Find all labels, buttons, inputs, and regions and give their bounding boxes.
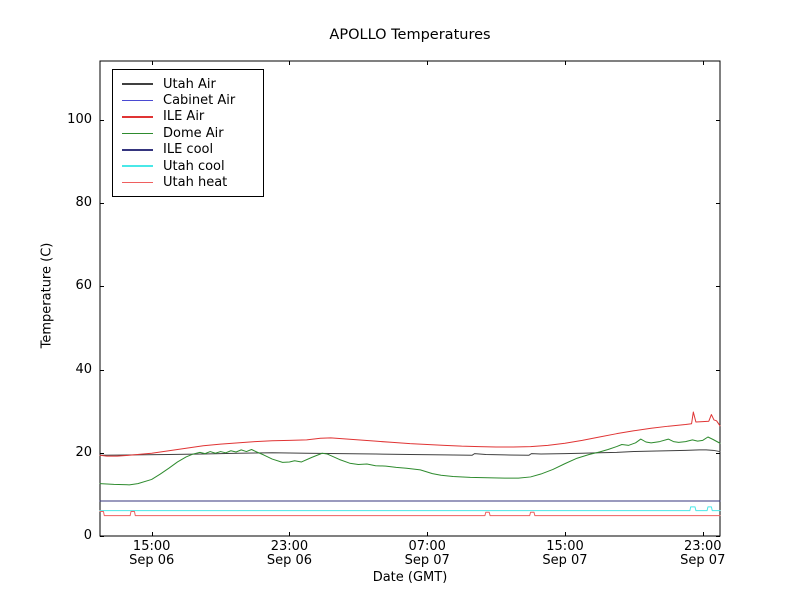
x-tick-time: 23:00	[270, 539, 309, 554]
y-tick-label: 80	[75, 195, 92, 211]
x-tick-date: Sep 06	[129, 553, 175, 568]
series-line-ile-air	[99, 411, 721, 457]
x-tick-time: 15:00	[132, 539, 171, 554]
x-tick-label: 23:00 Sep 07	[658, 540, 748, 568]
x-tick-label: 15:00 Sep 07	[520, 540, 610, 568]
legend-line-swatch	[122, 132, 153, 135]
legend-line-swatch	[122, 99, 153, 102]
legend-entry: Utah cool	[122, 158, 257, 174]
y-tick-label: 0	[83, 528, 92, 543]
x-tick-label: 07:00 Sep 07	[382, 540, 472, 568]
x-tick-time: 07:00	[408, 539, 446, 554]
legend-entry: Utah Air	[122, 76, 257, 92]
legend-label: Utah Air	[163, 76, 216, 92]
x-tick-date: Sep 06	[266, 553, 313, 568]
legend-line-swatch	[122, 116, 153, 118]
x-tick-date: Sep 07	[404, 553, 450, 568]
legend-label: Utah cool	[163, 158, 225, 174]
chart-title: APOLLO Temperatures	[329, 27, 491, 43]
legend-entry: ILE Air	[122, 109, 257, 125]
x-tick-date: Sep 07	[542, 553, 588, 568]
legend-line-swatch	[122, 181, 153, 184]
x-axis-label: Date (GMT)	[372, 570, 448, 585]
legend-line-swatch	[122, 165, 153, 167]
legend-entry: Utah heat	[122, 174, 257, 190]
y-tick-label: 20	[75, 444, 92, 460]
axes-frame	[99, 60, 721, 537]
legend-label: ILE cool	[163, 142, 214, 158]
series-line-utah-heat	[99, 510, 721, 517]
legend-label: Cabinet Air	[163, 93, 236, 109]
legend-label: Dome Air	[163, 125, 224, 141]
series-line-utah-cool	[99, 506, 721, 512]
legend-entry: ILE cool	[122, 142, 257, 158]
y-tick-label: 100	[67, 112, 92, 128]
x-tick-label: 23:00 Sep 06	[244, 540, 334, 568]
x-tick-date: Sep 07	[680, 553, 726, 568]
series-line-dome-air	[99, 436, 721, 486]
legend-label: Utah heat	[163, 175, 228, 191]
legend-line-swatch	[122, 149, 153, 151]
x-tick-label: 15:00 Sep 06	[107, 540, 197, 568]
x-tick-time: 23:00	[684, 539, 722, 554]
y-tick-label: 40	[75, 361, 92, 377]
legend-entry: Dome Air	[122, 125, 257, 141]
legend-line-swatch	[122, 83, 153, 85]
legend-box: Utah Air Cabinet Air ILE Air Dome Air ILE co…	[112, 69, 264, 197]
legend-label: ILE Air	[163, 109, 205, 125]
y-axis-label: Temperature (C)	[39, 242, 55, 349]
y-tick-label: 60	[75, 278, 92, 294]
x-tick-time: 15:00	[546, 539, 584, 554]
legend-entry: Cabinet Air	[122, 92, 257, 108]
series-line-utah-air	[99, 449, 721, 456]
